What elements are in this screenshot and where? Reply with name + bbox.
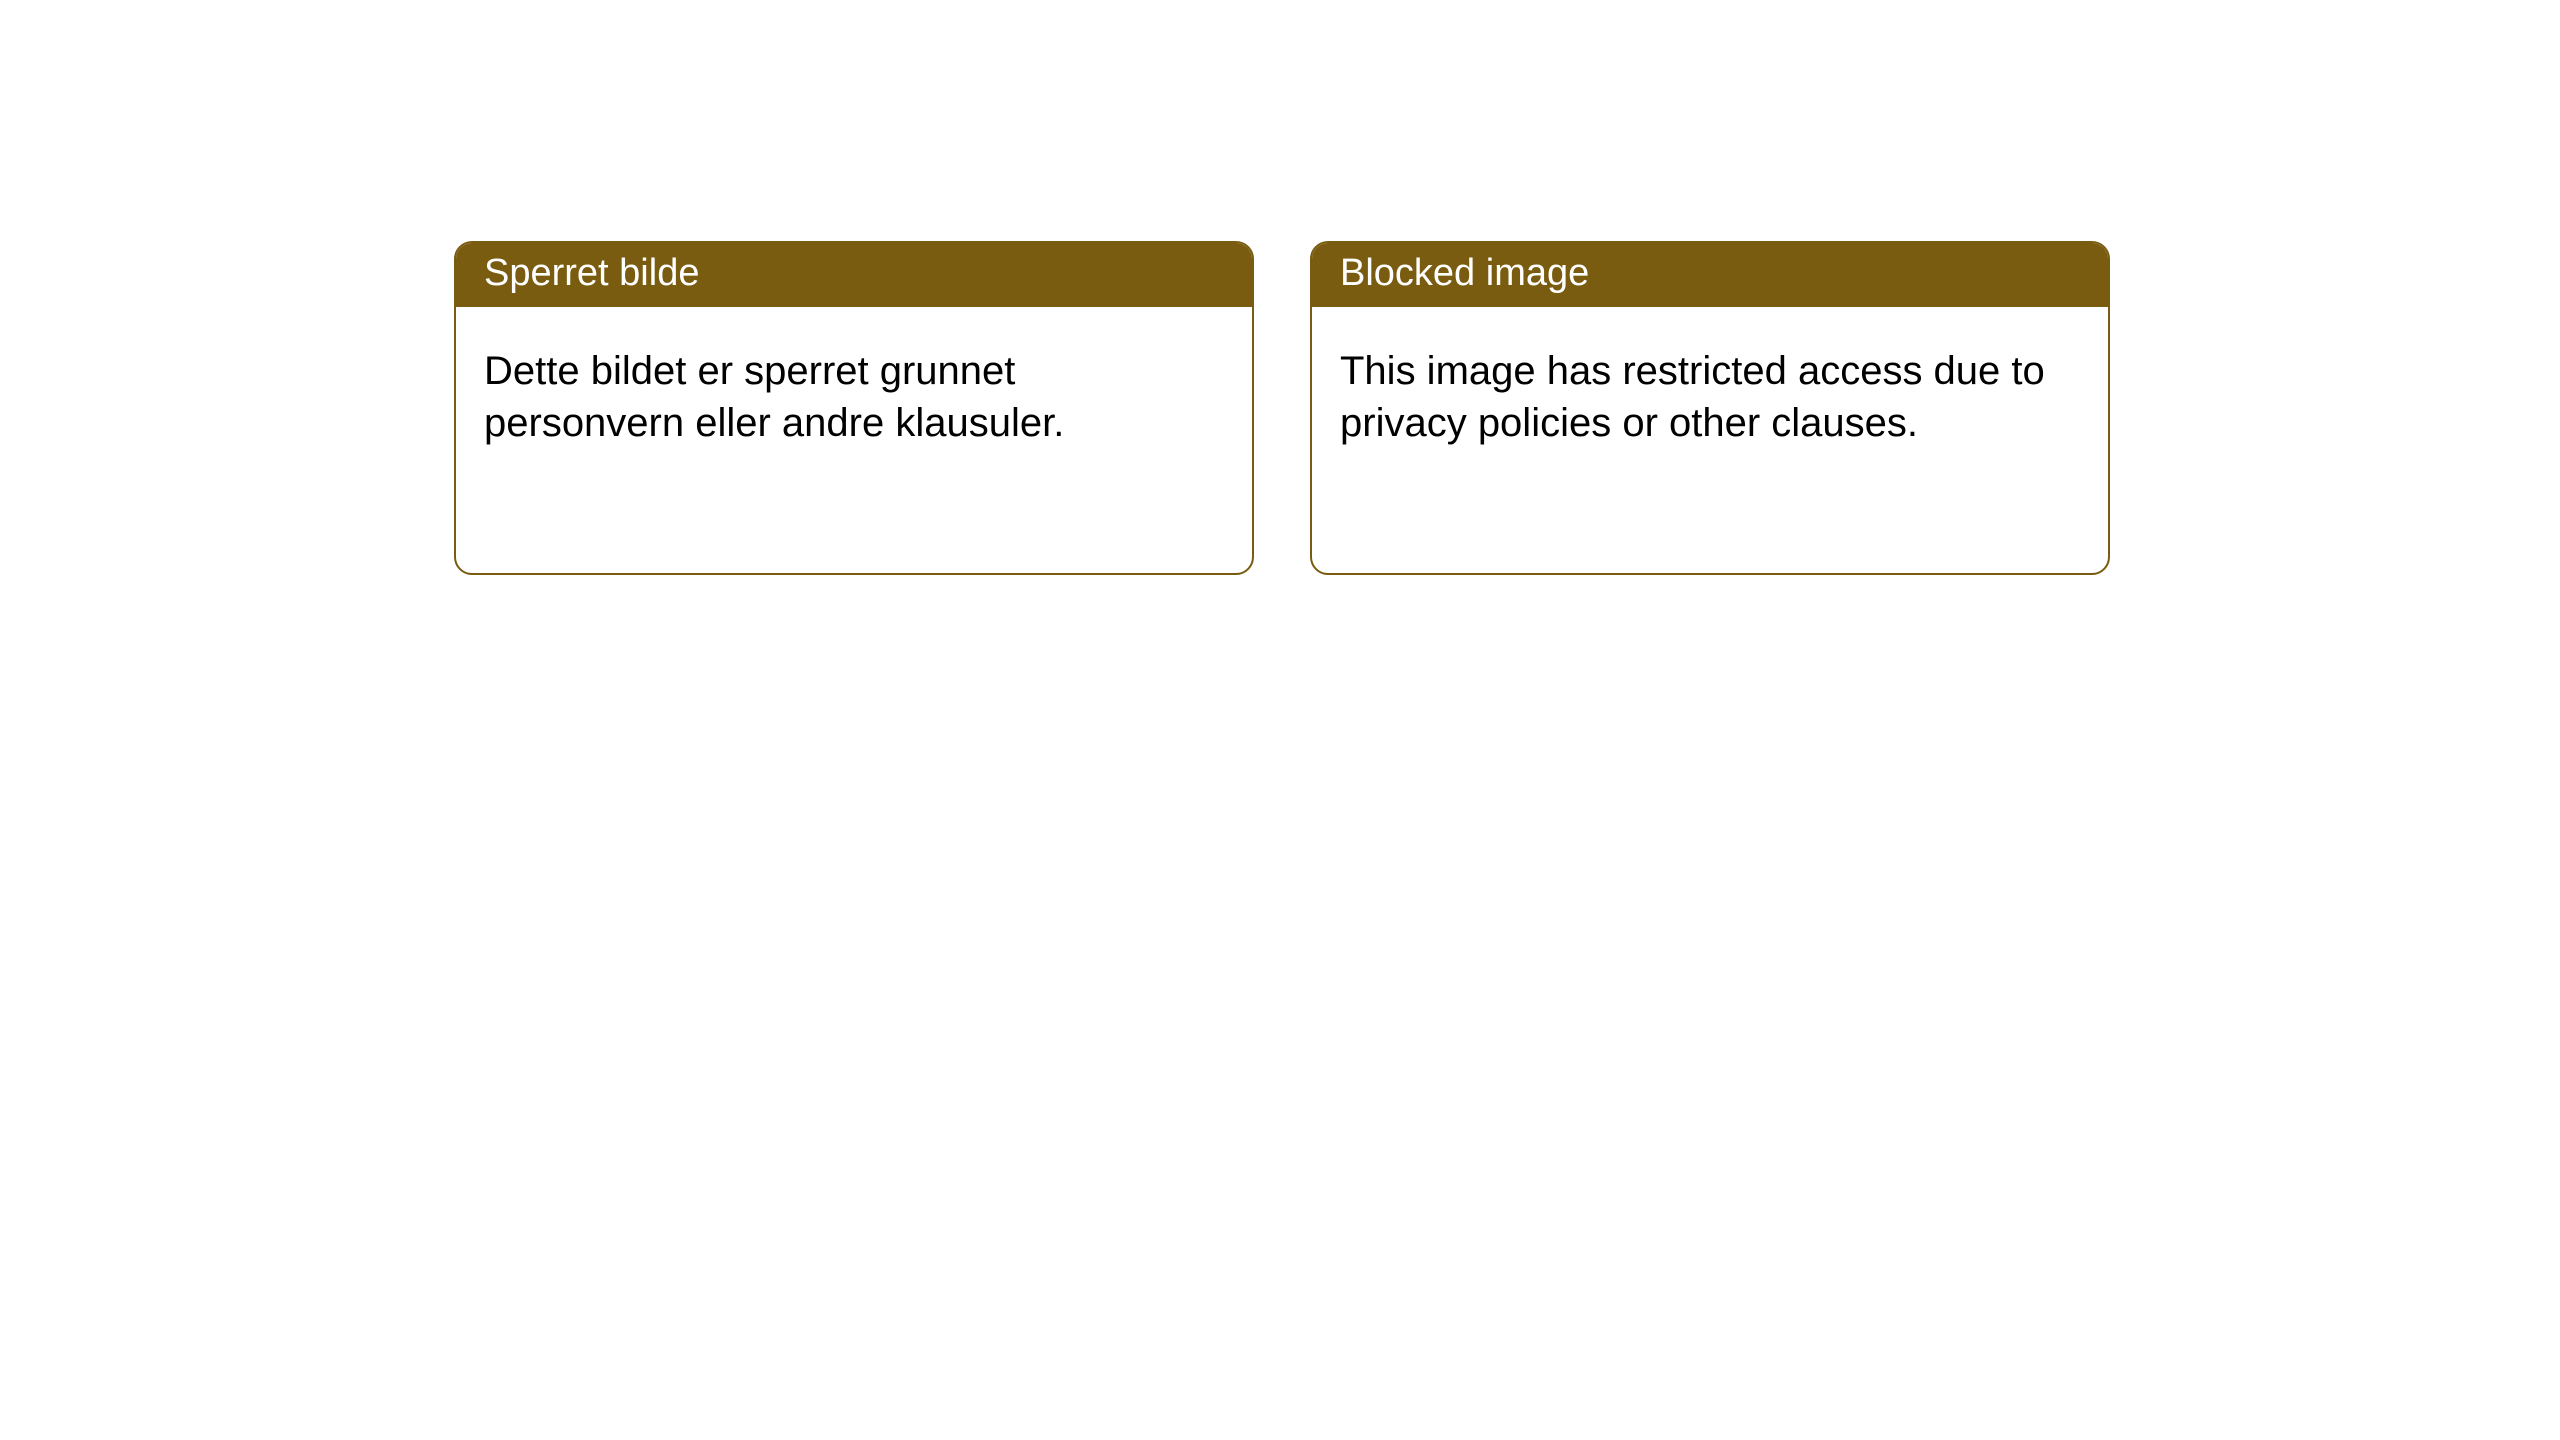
notice-body: This image has restricted access due to … — [1312, 307, 2108, 487]
notice-box-english: Blocked image This image has restricted … — [1310, 241, 2110, 575]
notice-body: Dette bildet er sperret grunnet personve… — [456, 307, 1252, 487]
notice-title: Sperret bilde — [484, 252, 699, 294]
notice-box-norwegian: Sperret bilde Dette bildet er sperret gr… — [454, 241, 1254, 575]
notice-body-text: Dette bildet er sperret grunnet personve… — [484, 349, 1064, 445]
notice-header: Sperret bilde — [456, 243, 1252, 307]
notice-body-text: This image has restricted access due to … — [1340, 349, 2045, 445]
notice-header: Blocked image — [1312, 243, 2108, 307]
notice-container: Sperret bilde Dette bildet er sperret gr… — [0, 0, 2560, 575]
notice-title: Blocked image — [1340, 252, 1589, 294]
